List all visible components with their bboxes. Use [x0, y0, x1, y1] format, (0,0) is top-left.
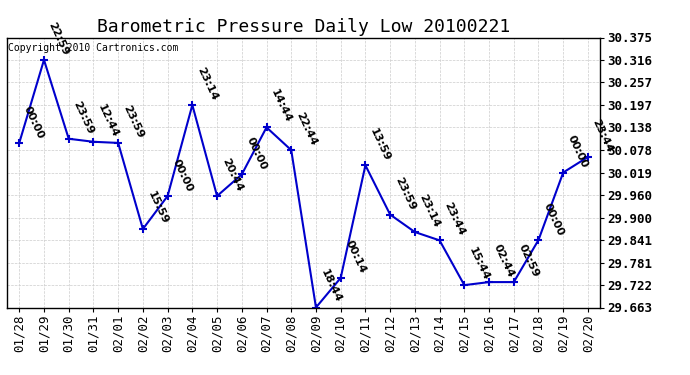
Text: 13:59: 13:59 [368, 126, 392, 162]
Text: Copyright 2010 Cartronics.com: Copyright 2010 Cartronics.com [8, 43, 179, 53]
Text: 23:59: 23:59 [393, 176, 417, 212]
Text: 00:00: 00:00 [541, 201, 565, 237]
Text: 00:00: 00:00 [170, 157, 195, 193]
Text: 22:44: 22:44 [294, 111, 318, 147]
Text: 20:44: 20:44 [220, 157, 244, 193]
Text: 23:44: 23:44 [442, 201, 466, 238]
Text: 18:44: 18:44 [319, 268, 343, 305]
Text: 02:59: 02:59 [517, 243, 540, 279]
Title: Barometric Pressure Daily Low 20100221: Barometric Pressure Daily Low 20100221 [97, 18, 510, 36]
Text: 00:14: 00:14 [344, 239, 368, 275]
Text: 23:14: 23:14 [417, 193, 442, 229]
Text: 00:00: 00:00 [566, 134, 590, 170]
Text: 23:14: 23:14 [195, 66, 219, 102]
Text: 15:44: 15:44 [467, 246, 491, 282]
Text: 23:44: 23:44 [591, 118, 615, 154]
Text: 14:44: 14:44 [269, 88, 293, 124]
Text: 22:59: 22:59 [47, 21, 71, 57]
Text: 23:59: 23:59 [72, 100, 95, 136]
Text: 23:59: 23:59 [121, 104, 145, 140]
Text: 15:59: 15:59 [146, 190, 170, 226]
Text: 12:44: 12:44 [96, 102, 120, 139]
Text: 00:00: 00:00 [22, 104, 46, 140]
Text: 02:44: 02:44 [492, 243, 516, 279]
Text: 00:00: 00:00 [244, 136, 268, 172]
